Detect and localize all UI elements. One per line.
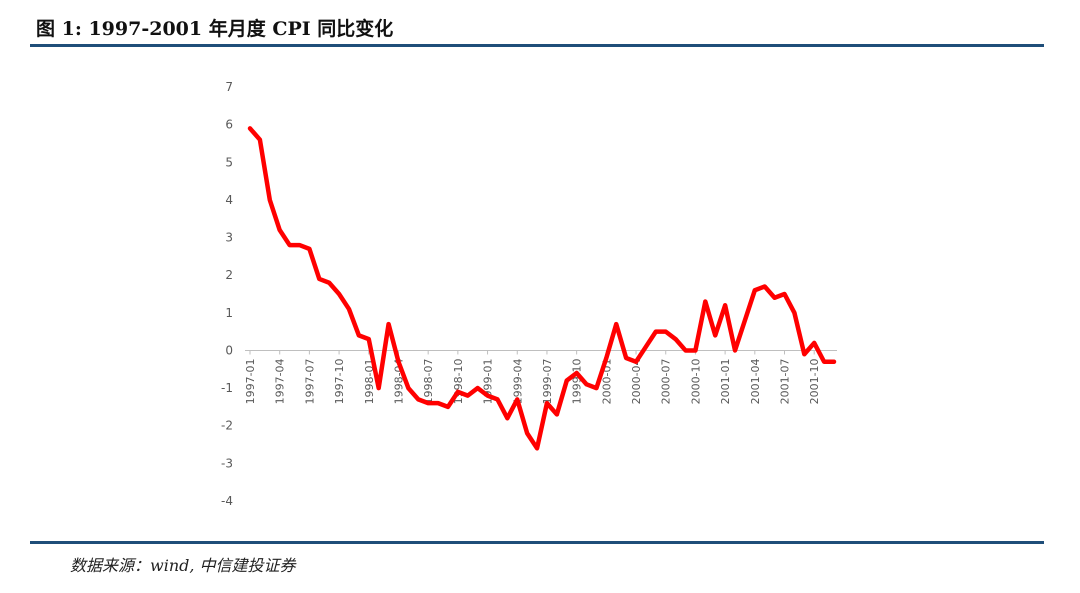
x-tick-label: 2001-04: [749, 358, 762, 404]
y-tick-label: 7: [225, 80, 233, 94]
y-tick-label: 0: [225, 343, 233, 357]
x-tick-label: 2000-07: [660, 358, 673, 404]
x-axis-ticks: 1997-01 1997-04 1997-07 1997-10 1998-01 1998-…: [244, 350, 821, 404]
x-tick-label: 1999-04: [511, 358, 524, 404]
y-tick-label: 2: [225, 268, 233, 282]
x-tick-label: 2001-07: [779, 358, 792, 404]
x-tick-label: 1998-01: [363, 358, 376, 404]
y-tick-label: 6: [225, 118, 233, 132]
y-tick-label: 1: [225, 306, 233, 320]
y-tick-label: -2: [221, 419, 233, 433]
y-tick-label: 3: [225, 231, 233, 245]
y-tick-label: 5: [225, 155, 233, 169]
y-tick-label: -1: [221, 381, 233, 395]
x-tick-label: 1998-07: [422, 358, 435, 404]
y-tick-label: 4: [225, 193, 233, 207]
x-tick-label: 1999-07: [541, 358, 554, 404]
top-divider: [30, 44, 1044, 47]
y-axis-ticks: 7 6 5 4 3 2 1 0 -1 -2 -3 -4: [221, 80, 233, 508]
bottom-divider: [30, 541, 1044, 544]
x-tick-label: 2001-10: [808, 358, 821, 404]
x-tick-label: 2001-01: [719, 358, 732, 404]
x-tick-label: 1997-04: [274, 358, 287, 404]
data-source: 数据来源：wind, 中信建投证券: [70, 556, 296, 575]
x-tick-label: 1997-10: [333, 358, 346, 404]
chart-title: 图 1: 1997-2001 年月度 CPI 同比变化: [36, 18, 394, 40]
x-tick-label: 2000-04: [630, 358, 643, 404]
x-tick-label: 1997-07: [303, 358, 316, 404]
cpi-series-line: [247, 126, 837, 451]
y-tick-label: -4: [221, 494, 233, 508]
x-tick-label: 2000-10: [689, 358, 702, 404]
x-tick-label: 1999-10: [571, 358, 584, 404]
x-tick-label: 1997-01: [244, 358, 257, 404]
y-tick-label: -3: [221, 456, 233, 470]
